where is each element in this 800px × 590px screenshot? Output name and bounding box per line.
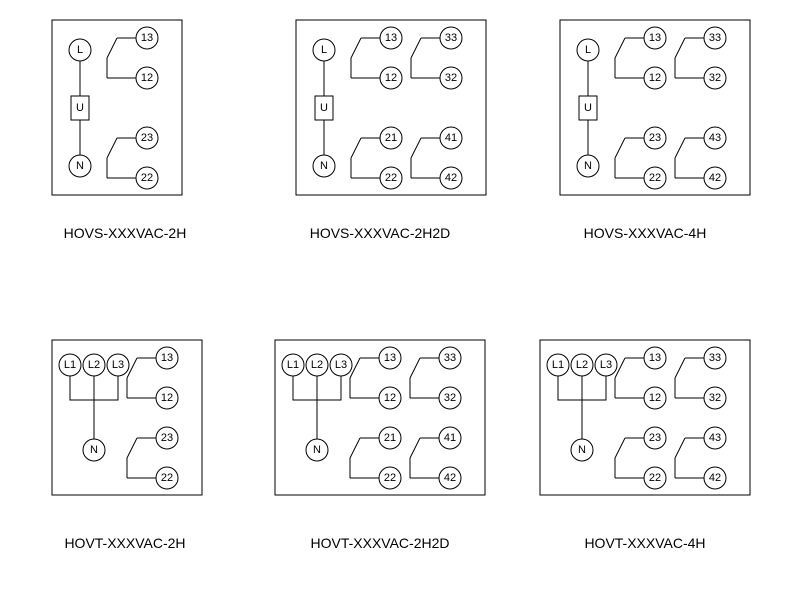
svg-text:33: 33 (444, 352, 456, 364)
svg-text:33: 33 (445, 32, 457, 44)
svg-text:N: N (584, 160, 592, 172)
svg-text:22: 22 (649, 172, 661, 184)
svg-text:43: 43 (709, 132, 721, 144)
svg-text:23: 23 (161, 432, 173, 444)
svg-text:22: 22 (384, 472, 396, 484)
diagram-label: HOVT-XXXVAC-2H (25, 535, 225, 551)
svg-text:12: 12 (141, 72, 153, 84)
svg-text:32: 32 (709, 392, 721, 404)
svg-text:L: L (321, 44, 327, 56)
svg-text:33: 33 (709, 352, 721, 364)
svg-text:N: N (76, 160, 84, 172)
svg-text:U: U (320, 102, 328, 114)
svg-text:U: U (76, 102, 84, 114)
svg-text:32: 32 (444, 392, 456, 404)
svg-text:23: 23 (649, 432, 661, 444)
svg-text:22: 22 (141, 172, 153, 184)
svg-text:22: 22 (649, 472, 661, 484)
svg-text:L1: L1 (287, 359, 299, 371)
relay-diagram: L U N 13 12 23 22 (52, 20, 182, 200)
svg-text:L: L (585, 44, 591, 56)
svg-text:42: 42 (444, 472, 456, 484)
svg-text:13: 13 (649, 32, 661, 44)
svg-text:L: L (77, 44, 83, 56)
diagram-label: HOVS-XXXVAC-2H (25, 225, 225, 241)
svg-text:22: 22 (161, 472, 173, 484)
svg-text:12: 12 (161, 392, 173, 404)
svg-text:22: 22 (385, 172, 397, 184)
svg-text:N: N (320, 160, 328, 172)
svg-text:L3: L3 (335, 359, 347, 371)
svg-text:23: 23 (141, 132, 153, 144)
svg-text:L2: L2 (576, 359, 588, 371)
svg-text:42: 42 (445, 172, 457, 184)
diagram-container: L U N 13 12 23 22 HOVS-XXXVAC-2H L U N 13 12 21 22 33 32… (0, 0, 800, 590)
svg-text:13: 13 (161, 352, 173, 364)
svg-text:L3: L3 (112, 359, 124, 371)
svg-text:23: 23 (649, 132, 661, 144)
svg-text:13: 13 (141, 32, 153, 44)
svg-text:21: 21 (384, 432, 396, 444)
svg-text:L1: L1 (64, 359, 76, 371)
svg-text:13: 13 (385, 32, 397, 44)
svg-text:41: 41 (445, 132, 457, 144)
svg-text:21: 21 (385, 132, 397, 144)
relay-diagram: L1 L2 L3 N 13 12 23 22 33 32 43 42 (540, 340, 750, 500)
svg-text:L1: L1 (552, 359, 564, 371)
svg-text:13: 13 (384, 352, 396, 364)
svg-text:33: 33 (709, 32, 721, 44)
svg-text:42: 42 (709, 172, 721, 184)
svg-text:N: N (313, 444, 321, 456)
svg-text:12: 12 (649, 392, 661, 404)
svg-text:U: U (584, 102, 592, 114)
svg-text:13: 13 (649, 352, 661, 364)
svg-text:42: 42 (709, 472, 721, 484)
svg-text:32: 32 (709, 72, 721, 84)
svg-text:L2: L2 (311, 359, 323, 371)
svg-text:N: N (90, 444, 98, 456)
diagram-label: HOVS-XXXVAC-4H (545, 225, 745, 241)
svg-text:12: 12 (649, 72, 661, 84)
relay-diagram: L U N 13 12 21 22 33 32 41 42 (296, 20, 486, 200)
svg-text:32: 32 (445, 72, 457, 84)
relay-diagram: L1 L2 L3 N 13 12 21 22 33 32 41 42 (275, 340, 485, 500)
relay-diagram: L1 L2 L3 N 13 12 23 22 (52, 340, 202, 500)
diagram-label: HOVS-XXXVAC-2H2D (280, 225, 480, 241)
svg-text:12: 12 (385, 72, 397, 84)
svg-text:41: 41 (444, 432, 456, 444)
diagram-label: HOVT-XXXVAC-4H (545, 535, 745, 551)
diagram-label: HOVT-XXXVAC-2H2D (280, 535, 480, 551)
svg-text:N: N (578, 444, 586, 456)
relay-diagram: L U N 13 12 23 22 33 32 43 42 (560, 20, 750, 200)
svg-text:12: 12 (384, 392, 396, 404)
svg-text:L2: L2 (88, 359, 100, 371)
svg-text:L3: L3 (600, 359, 612, 371)
svg-text:43: 43 (709, 432, 721, 444)
